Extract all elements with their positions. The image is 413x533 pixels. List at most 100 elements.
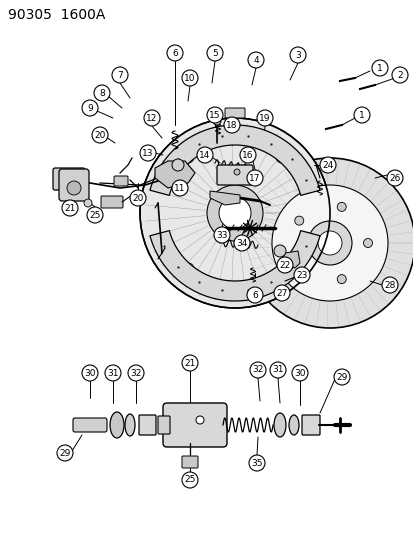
FancyBboxPatch shape (101, 196, 123, 208)
Circle shape (182, 355, 197, 371)
Text: 90305  1600A: 90305 1600A (8, 8, 105, 22)
Circle shape (140, 145, 156, 161)
FancyBboxPatch shape (224, 108, 244, 118)
Text: 16: 16 (242, 150, 253, 159)
Circle shape (275, 263, 285, 273)
Circle shape (240, 147, 255, 163)
Circle shape (92, 127, 108, 143)
Text: 9: 9 (87, 103, 93, 112)
Circle shape (212, 117, 221, 125)
Circle shape (391, 67, 407, 83)
Circle shape (183, 153, 193, 163)
Text: 6: 6 (172, 49, 178, 58)
Circle shape (105, 365, 121, 381)
Text: 20: 20 (94, 131, 105, 140)
Circle shape (183, 263, 193, 273)
Text: 21: 21 (184, 359, 195, 367)
Circle shape (289, 47, 305, 63)
Circle shape (275, 153, 285, 163)
Circle shape (333, 369, 349, 385)
Text: 15: 15 (209, 110, 220, 119)
Circle shape (248, 455, 264, 471)
Circle shape (214, 227, 230, 243)
Text: 25: 25 (184, 475, 195, 484)
Circle shape (171, 180, 188, 196)
Circle shape (166, 45, 183, 61)
Text: 35: 35 (251, 458, 262, 467)
Circle shape (233, 169, 240, 175)
Text: 27: 27 (275, 288, 287, 297)
FancyBboxPatch shape (216, 165, 252, 185)
Text: 23: 23 (296, 271, 307, 279)
Polygon shape (150, 125, 319, 196)
Circle shape (293, 267, 309, 283)
Circle shape (206, 107, 223, 123)
Circle shape (271, 185, 387, 301)
Circle shape (171, 159, 183, 171)
Circle shape (247, 170, 262, 186)
Circle shape (197, 147, 212, 163)
Text: 2: 2 (396, 70, 402, 79)
FancyBboxPatch shape (301, 415, 319, 435)
Text: 28: 28 (383, 280, 395, 289)
Circle shape (247, 287, 262, 303)
Text: 31: 31 (107, 368, 119, 377)
Circle shape (381, 277, 397, 293)
Text: 21: 21 (64, 204, 76, 213)
Circle shape (386, 170, 402, 186)
FancyBboxPatch shape (59, 169, 89, 201)
Text: 22: 22 (279, 261, 290, 270)
Text: 4: 4 (253, 55, 258, 64)
Ellipse shape (125, 414, 135, 436)
Circle shape (353, 107, 369, 123)
Circle shape (144, 110, 159, 126)
Text: 18: 18 (225, 120, 237, 130)
Circle shape (363, 238, 372, 247)
Circle shape (319, 157, 335, 173)
Circle shape (337, 203, 345, 212)
Text: 20: 20 (132, 193, 143, 203)
Polygon shape (281, 251, 299, 268)
Circle shape (273, 285, 289, 301)
Circle shape (249, 362, 266, 378)
Circle shape (87, 207, 103, 223)
Circle shape (307, 221, 351, 265)
FancyBboxPatch shape (73, 418, 107, 432)
Circle shape (128, 365, 144, 381)
Circle shape (371, 60, 387, 76)
Ellipse shape (288, 415, 298, 435)
Circle shape (256, 110, 272, 126)
Text: 30: 30 (294, 368, 305, 377)
Text: 24: 24 (322, 160, 333, 169)
Circle shape (223, 117, 240, 133)
Text: 13: 13 (142, 149, 153, 157)
Circle shape (112, 67, 128, 83)
FancyBboxPatch shape (53, 168, 85, 190)
FancyBboxPatch shape (139, 415, 156, 435)
Text: 12: 12 (146, 114, 157, 123)
Circle shape (337, 274, 345, 284)
Circle shape (62, 200, 78, 216)
Text: 5: 5 (211, 49, 217, 58)
Text: 34: 34 (236, 238, 247, 247)
FancyBboxPatch shape (163, 403, 226, 447)
Text: 17: 17 (249, 174, 260, 182)
Circle shape (269, 362, 285, 378)
Text: 1: 1 (376, 63, 382, 72)
Circle shape (84, 199, 92, 207)
Text: 29: 29 (335, 373, 347, 382)
Circle shape (195, 416, 204, 424)
Text: 7: 7 (117, 70, 123, 79)
Text: 30: 30 (84, 368, 95, 377)
Circle shape (317, 231, 341, 255)
Text: 1: 1 (358, 110, 364, 119)
Circle shape (82, 100, 98, 116)
Circle shape (294, 216, 303, 225)
FancyBboxPatch shape (158, 416, 170, 434)
Text: 14: 14 (199, 150, 210, 159)
Circle shape (218, 197, 250, 229)
Circle shape (233, 235, 249, 251)
Circle shape (273, 245, 285, 257)
Text: 29: 29 (59, 448, 71, 457)
Circle shape (244, 158, 413, 328)
